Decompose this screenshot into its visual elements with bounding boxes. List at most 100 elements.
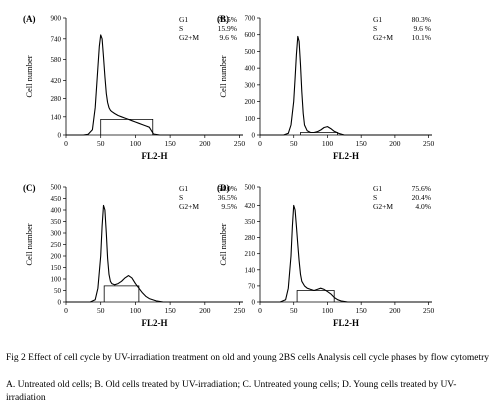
y-tick-label: 400 [51, 207, 62, 215]
dna-histogram-trace [260, 35, 432, 136]
x-tick-label: 250 [423, 306, 435, 315]
y-axis-title: Cell number [218, 55, 228, 97]
x-axis-title: FL2-H [333, 151, 359, 161]
y-tick-label: 600 [245, 31, 256, 39]
x-tick-label: 250 [423, 139, 435, 148]
phase-label: G1 [179, 184, 188, 193]
phase-percentage: 75.5% [218, 15, 237, 24]
x-tick-label: 100 [322, 306, 334, 315]
x-tick-label: 100 [130, 139, 142, 148]
x-tick-label: 50 [97, 306, 105, 315]
y-tick-label: 250 [51, 241, 62, 249]
s-phase-fit-line [100, 119, 154, 135]
phase-label: G2+M [179, 33, 199, 42]
y-tick-label: 420 [245, 202, 256, 210]
y-tick-label: 100 [51, 276, 62, 284]
x-tick-label: 200 [199, 139, 211, 148]
phase-percentage: 9.5% [221, 202, 237, 211]
histogram-panel-3: 0 50 100 150 200 250 0 50 100 150 200 250 300 350 400 4… [23, 183, 245, 328]
phase-percentage: 4.0% [415, 202, 431, 211]
x-tick-label: 200 [199, 306, 211, 315]
x-axis-title: FL2-H [142, 318, 168, 328]
phase-percentage: 9.6 % [220, 33, 238, 42]
figure-caption-title: Fig 2 Effect of cell cycle by UV-irradia… [6, 353, 490, 363]
phase-label: G2+M [179, 202, 199, 211]
x-tick-label: 200 [389, 306, 401, 315]
phase-percentage: 75.6% [412, 184, 431, 193]
histogram-panel-4: 0 50 100 150 200 250 0 70 140 210 280 350 420 500 (D) F… [217, 183, 435, 328]
y-tick-label: 500 [51, 184, 62, 192]
s-phase-fit-line [300, 132, 338, 135]
phase-label: S [179, 193, 183, 202]
x-tick-label: 0 [258, 306, 262, 315]
x-tick-label: 250 [234, 306, 246, 315]
y-tick-label: 420 [51, 77, 62, 85]
x-tick-label: 150 [356, 139, 368, 148]
x-tick-label: 150 [164, 139, 176, 148]
panel-label: (D) [217, 183, 230, 193]
y-tick-label: 350 [51, 218, 62, 226]
x-tick-label: 0 [64, 139, 68, 148]
phase-label: G2+M [373, 202, 393, 211]
dna-histogram-trace [260, 204, 432, 303]
phase-label: S [373, 24, 377, 33]
x-tick-label: 50 [290, 306, 298, 315]
y-tick-label: 150 [51, 264, 62, 272]
y-axis-title: Cell number [24, 223, 34, 265]
x-tick-label: 50 [290, 139, 298, 148]
x-tick-label: 0 [258, 139, 262, 148]
y-tick-label: 700 [245, 15, 256, 23]
x-tick-label: 250 [234, 139, 246, 148]
phase-percentage: 36.5% [218, 193, 237, 202]
x-tick-label: 150 [356, 306, 368, 315]
y-tick-label: 70 [248, 282, 256, 290]
y-tick-label: 210 [245, 250, 256, 258]
phase-label: G1 [373, 184, 382, 193]
s-phase-fit-line [103, 285, 140, 302]
x-tick-label: 150 [164, 306, 176, 315]
panel-label: (A) [23, 14, 36, 24]
y-tick-label: 580 [51, 56, 62, 64]
y-tick-label: 0 [252, 132, 256, 140]
y-tick-label: 280 [245, 234, 256, 242]
phase-percentage: 10.1% [412, 33, 431, 42]
panel-label: (B) [217, 14, 229, 24]
x-axis-title: FL2-H [333, 318, 359, 328]
phase-percentage: 54.0% [218, 184, 237, 193]
phase-label: G2+M [373, 33, 393, 42]
flow-cytometry-figure: 0 50 100 150 200 250 0 140 280 420 580 740 900 (A) FL2… [23, 14, 435, 328]
x-tick-label: 100 [322, 139, 334, 148]
phase-percentage: 9.6 % [414, 24, 432, 33]
phase-label: S [179, 24, 183, 33]
phase-percentage: 80.3% [412, 15, 431, 24]
y-tick-label: 140 [245, 266, 256, 274]
y-tick-label: 500 [245, 184, 256, 192]
y-tick-label: 200 [51, 253, 62, 261]
x-tick-label: 50 [97, 139, 105, 148]
x-axis-title: FL2-H [142, 151, 168, 161]
phase-label: G1 [179, 15, 188, 24]
y-tick-label: 50 [54, 287, 62, 295]
y-tick-label: 900 [51, 15, 62, 23]
y-tick-label: 0 [58, 299, 62, 307]
dna-histogram-trace [66, 34, 243, 136]
panel-label: (C) [23, 183, 36, 193]
figure-caption-legend: A. Untreated old cells; B. Old cells tre… [6, 380, 457, 403]
y-tick-label: 740 [51, 35, 62, 43]
phase-percentage: 15.9% [218, 24, 237, 33]
dna-histogram-trace [66, 204, 243, 303]
phase-percentage: 20.4% [412, 193, 431, 202]
histogram-panel-2: 0 50 100 150 200 250 0 100 200 300 400 500 600 700 (B)… [217, 14, 435, 161]
y-tick-label: 350 [245, 218, 256, 226]
y-axis-title: Cell number [218, 223, 228, 265]
y-axis-title: Cell number [24, 55, 34, 97]
y-tick-label: 400 [245, 65, 256, 73]
phase-label: S [373, 193, 377, 202]
y-tick-label: 300 [51, 230, 62, 238]
y-tick-label: 0 [252, 299, 256, 307]
y-tick-label: 450 [51, 195, 62, 203]
phase-label: G1 [373, 15, 382, 24]
y-tick-label: 280 [51, 95, 62, 103]
x-tick-label: 200 [389, 139, 401, 148]
x-tick-label: 100 [130, 306, 142, 315]
